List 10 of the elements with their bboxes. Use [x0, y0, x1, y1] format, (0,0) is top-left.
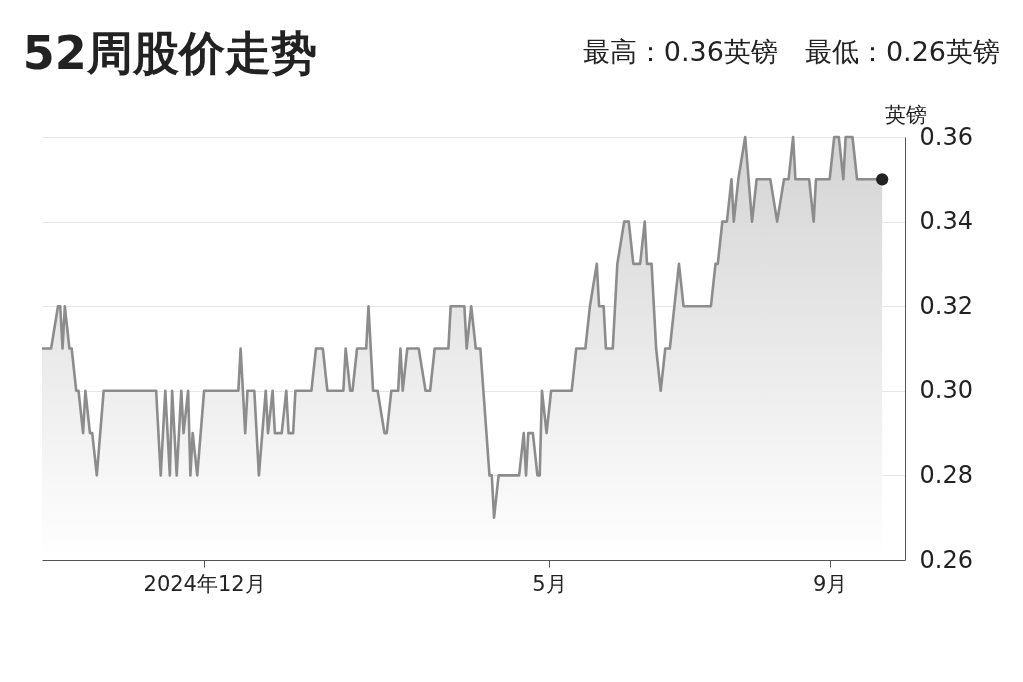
y-tick-label: 0.32 [919, 291, 973, 320]
x-tick-label: 9月 [812, 571, 848, 596]
chart-subtitle: 最高：0.36英镑 最低：0.26英镑 [582, 36, 1000, 67]
x-tick-label: 5月 [532, 571, 567, 596]
x-tick-label: 2024年12月 [143, 571, 266, 596]
y-tick-label: 0.26 [919, 545, 973, 574]
y-tick-label: 0.30 [919, 376, 973, 405]
chart-title: 52周股价走势 [22, 26, 317, 80]
y-tick-label: 0.28 [919, 460, 973, 489]
y-tick-label: 0.34 [919, 207, 973, 236]
